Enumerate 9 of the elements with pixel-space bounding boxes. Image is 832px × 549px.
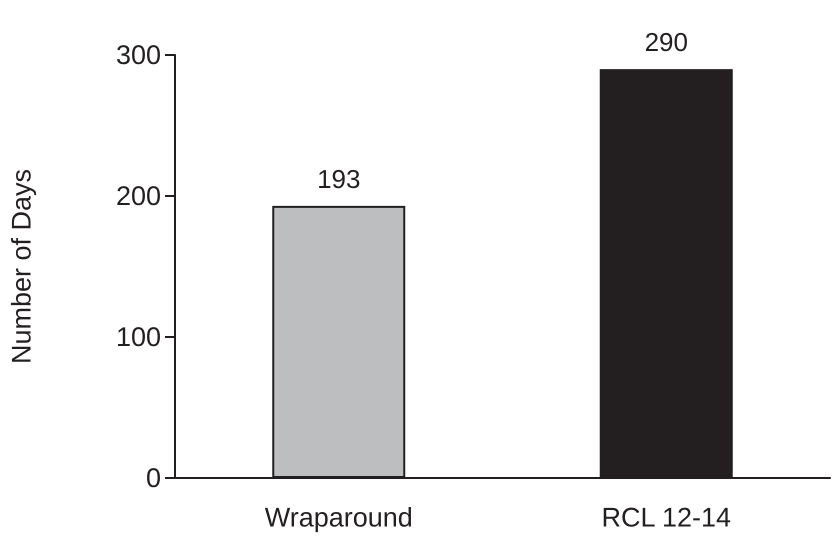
x-tick-label: Wraparound xyxy=(264,502,413,532)
y-tick-label: 300 xyxy=(116,40,161,70)
x-tick-label: RCL 12-14 xyxy=(601,502,732,532)
data-label: 290 xyxy=(644,27,688,58)
y-tick-label: 100 xyxy=(116,322,161,352)
y-axis-title: Number of Days xyxy=(6,168,36,364)
y-tick-label: 0 xyxy=(146,463,161,493)
y-tick-label: 200 xyxy=(116,181,161,211)
data-label: 193 xyxy=(317,164,360,194)
